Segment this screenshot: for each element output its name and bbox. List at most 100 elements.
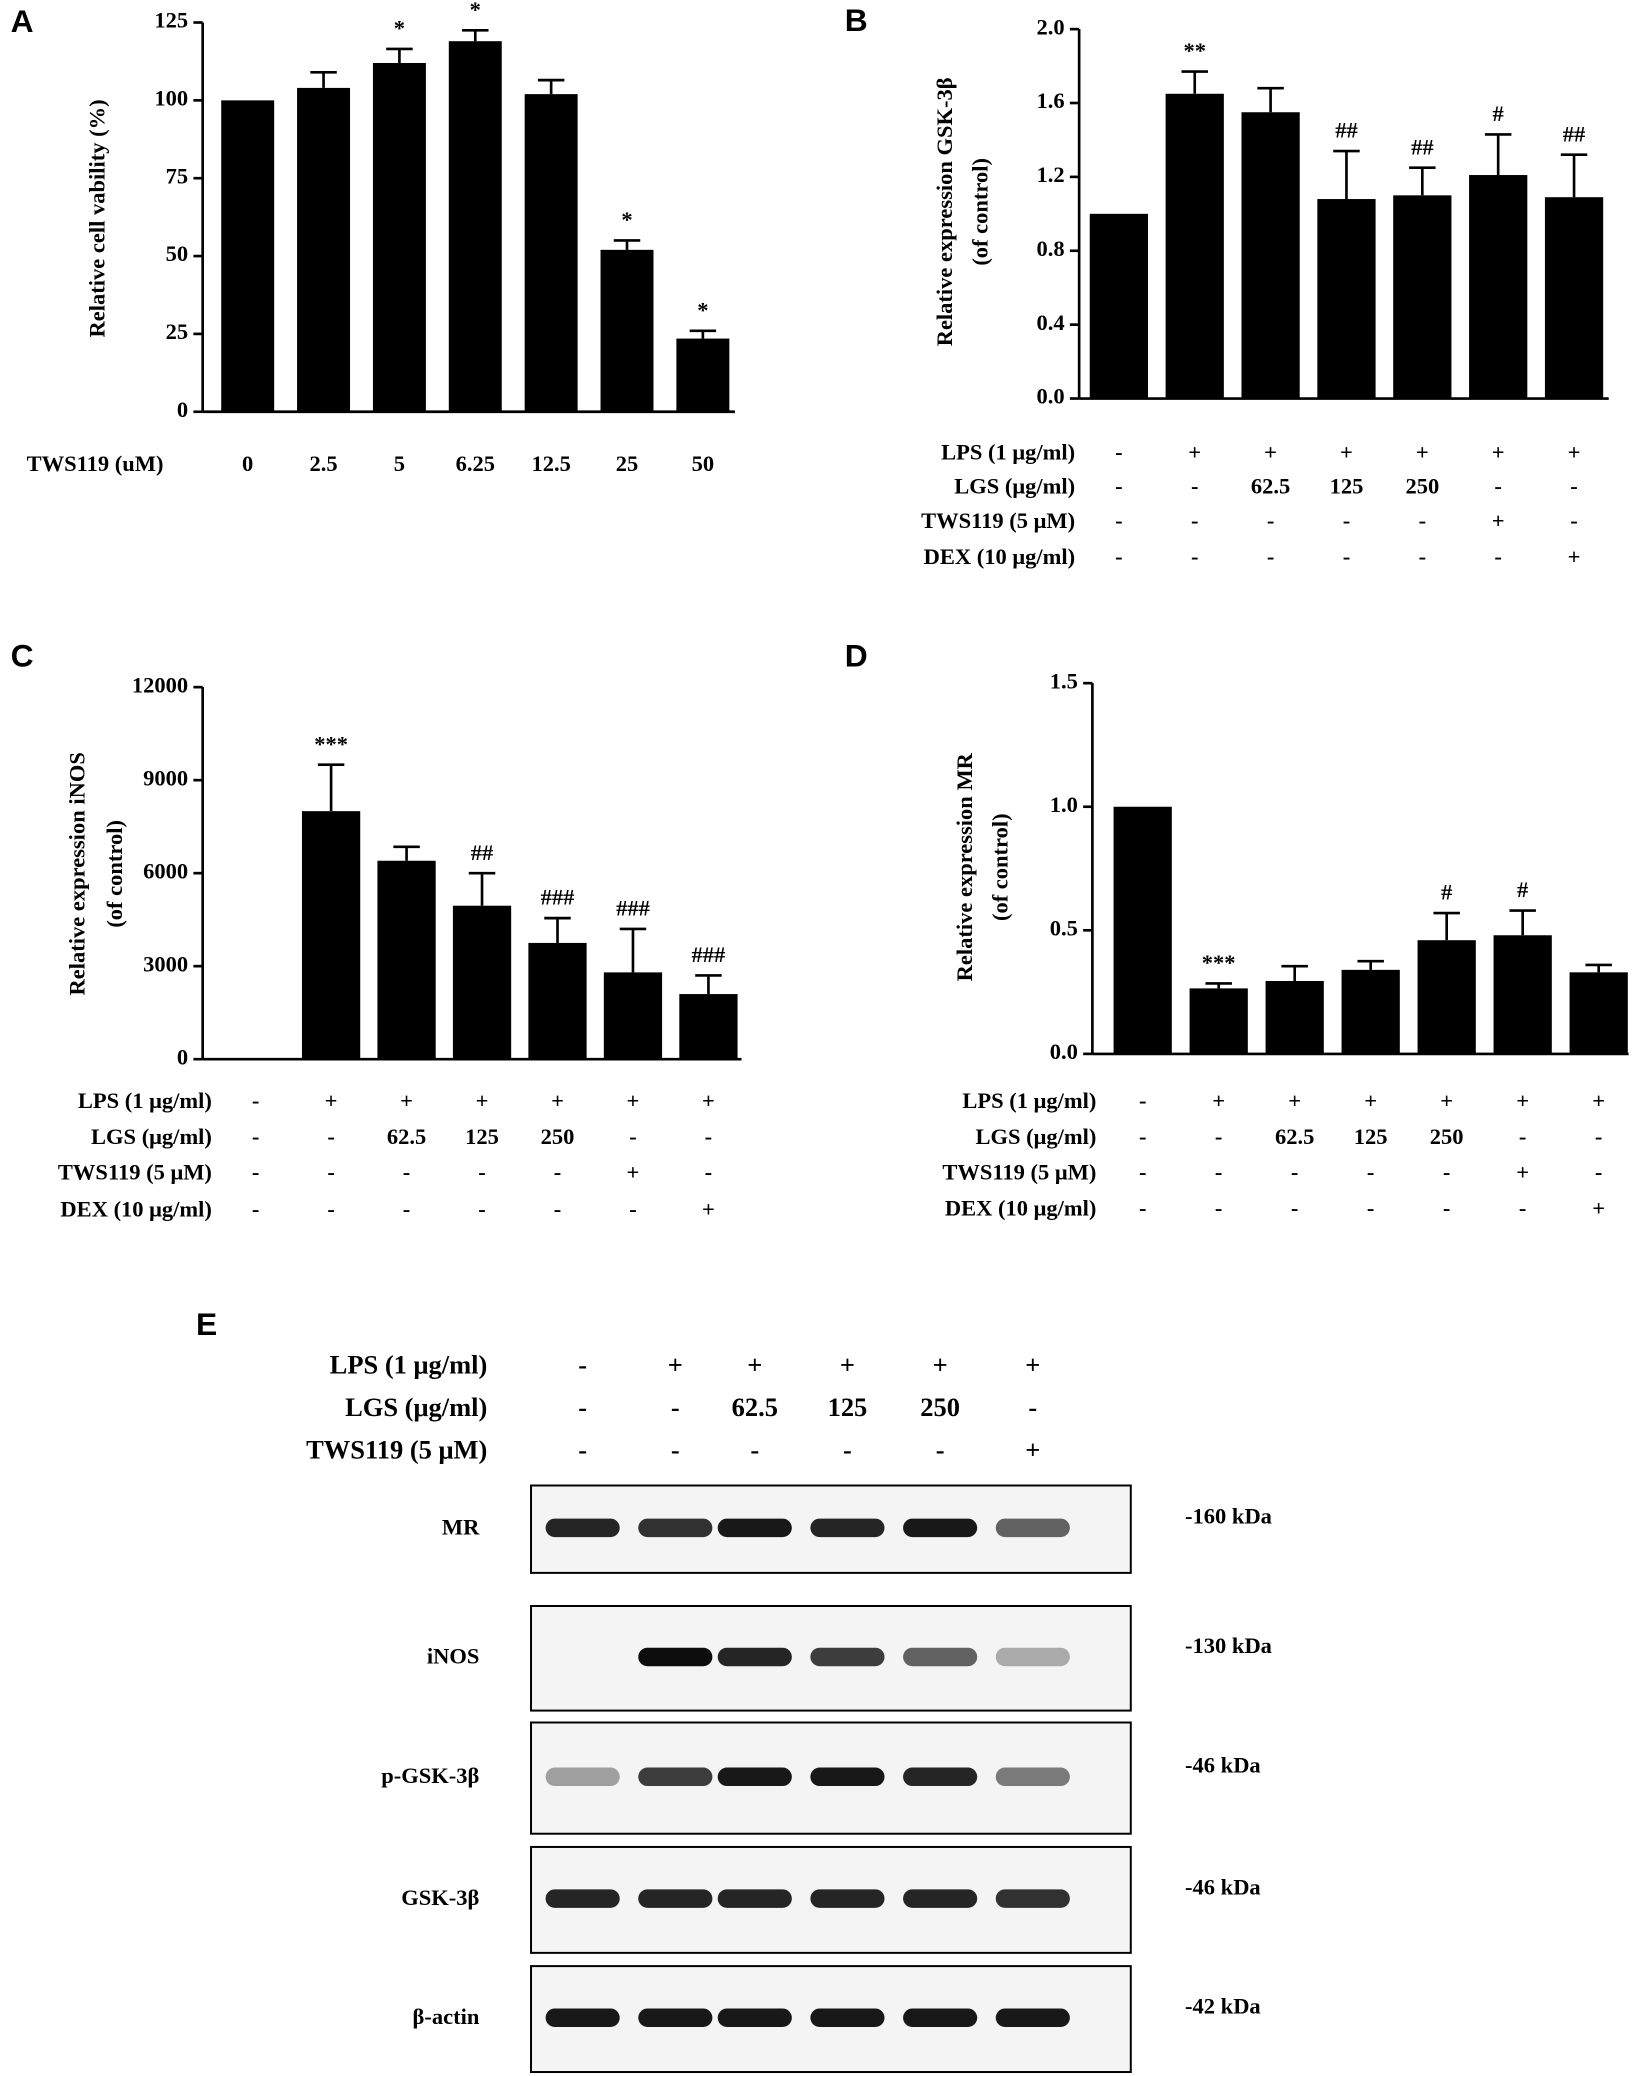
blot-size: -130 kDa — [1185, 1633, 1272, 1658]
significance: ## — [1335, 118, 1358, 143]
condition-cell: - — [1215, 1160, 1223, 1185]
condition-cell: - — [1443, 1195, 1451, 1220]
condition-cell: - — [1570, 508, 1578, 533]
band — [995, 1518, 1070, 1538]
condition-cell: - — [629, 1197, 637, 1222]
y-axis-label: (of control) — [988, 813, 1013, 921]
y-axis-label: (of control) — [968, 158, 993, 266]
panel-letter: C — [11, 637, 34, 673]
condition-label: TWS119 (5 μM) — [942, 1160, 1096, 1185]
condition-cell: - — [1291, 1160, 1299, 1185]
condition-cell: + — [1416, 439, 1429, 464]
x-tick-label: 6.25 — [456, 451, 495, 476]
condition-cell: - — [1115, 508, 1123, 533]
condition-cell: - — [1443, 1160, 1451, 1185]
condition-label: TWS119 (5 μM) — [921, 508, 1075, 533]
bar — [1341, 969, 1400, 1054]
condition-cell: - — [1191, 474, 1199, 499]
bar — [372, 62, 426, 412]
condition-cell: - — [403, 1160, 411, 1185]
condition-cell: + — [1340, 439, 1353, 464]
condition-cell: - — [1419, 508, 1427, 533]
condition-cell: - — [1139, 1124, 1147, 1149]
band — [810, 1647, 885, 1667]
band — [717, 1647, 792, 1667]
condition-cell: - — [578, 1392, 587, 1422]
condition-cell: - — [705, 1160, 713, 1185]
blot-label: MR — [442, 1514, 480, 1539]
y-axis-label: Relative cell vability (%) — [85, 99, 110, 337]
bar — [676, 338, 730, 412]
condition-label: DEX (10 μg/ml) — [945, 1195, 1097, 1220]
band — [810, 1767, 885, 1787]
bar — [448, 41, 502, 412]
bar — [679, 994, 738, 1060]
bar — [524, 94, 578, 412]
condition-label: LPS (1 μg/ml) — [330, 1350, 488, 1380]
condition-label: TWS119 (5 μM) — [58, 1160, 212, 1185]
condition-label: LGS (μg/ml) — [975, 1124, 1096, 1149]
band — [903, 1767, 978, 1787]
significance: ### — [692, 942, 726, 967]
bar — [603, 972, 663, 1060]
band — [545, 1889, 620, 1908]
condition-cell: 62.5 — [1251, 474, 1290, 499]
condition-cell: - — [252, 1088, 259, 1113]
condition-cell: 125 — [1354, 1124, 1388, 1149]
condition-cell: 250 — [541, 1124, 575, 1149]
condition-cell: - — [1191, 508, 1199, 533]
y-tick-label: 50 — [166, 241, 189, 266]
band — [810, 2008, 885, 2028]
y-tick-label: 2.0 — [1036, 14, 1064, 39]
condition-cell: - — [578, 1350, 587, 1380]
condition-label: LPS (1 μg/ml) — [78, 1088, 212, 1113]
condition-cell: - — [403, 1197, 411, 1222]
panel-letter: D — [845, 637, 868, 673]
band — [638, 2008, 713, 2028]
condition-cell: - — [1519, 1124, 1527, 1149]
bar — [1317, 199, 1376, 399]
bar — [221, 100, 275, 412]
condition-cell: 125 — [1330, 474, 1364, 499]
band — [995, 1767, 1070, 1787]
condition-cell: - — [1367, 1195, 1375, 1220]
band — [903, 1518, 978, 1538]
significance: * — [470, 0, 481, 22]
condition-cell: + — [702, 1088, 715, 1113]
condition-cell: + — [1025, 1350, 1040, 1380]
significance: *** — [1202, 950, 1236, 975]
condition-cell: - — [1115, 544, 1123, 569]
blot-size: -160 kDa — [1185, 1504, 1272, 1529]
condition-cell: 62.5 — [387, 1124, 426, 1149]
condition-cell: - — [1343, 508, 1351, 533]
bar — [1189, 988, 1248, 1054]
condition-cell: + — [1592, 1088, 1605, 1113]
condition-cell: - — [1494, 544, 1502, 569]
condition-label: LGS (μg/ml) — [954, 474, 1075, 499]
y-tick-label: 25 — [166, 319, 189, 344]
condition-cell: - — [1494, 474, 1502, 499]
blot-size: -42 kDa — [1185, 1994, 1261, 2019]
band — [545, 1767, 620, 1787]
condition-cell: - — [1419, 544, 1427, 569]
y-tick-label: 6000 — [143, 858, 188, 883]
condition-cell: + — [1492, 439, 1505, 464]
condition-cell: - — [1191, 544, 1199, 569]
condition-cell: + — [551, 1088, 564, 1113]
bar — [297, 87, 351, 412]
significance: * — [697, 297, 708, 322]
condition-cell: - — [705, 1124, 713, 1149]
significance: ## — [1563, 121, 1586, 146]
y-tick-label: 0.8 — [1036, 236, 1064, 261]
condition-cell: + — [668, 1350, 683, 1380]
condition-cell: + — [325, 1088, 338, 1113]
band — [995, 2008, 1070, 2028]
condition-cell: + — [1288, 1088, 1301, 1113]
condition-cell: 250 — [1405, 474, 1439, 499]
bar — [528, 942, 587, 1060]
bar — [1241, 112, 1300, 399]
x-tick-label: 50 — [692, 451, 714, 476]
band — [903, 1647, 978, 1667]
condition-cell: + — [1440, 1088, 1453, 1113]
y-tick-label: 0.4 — [1036, 310, 1064, 335]
